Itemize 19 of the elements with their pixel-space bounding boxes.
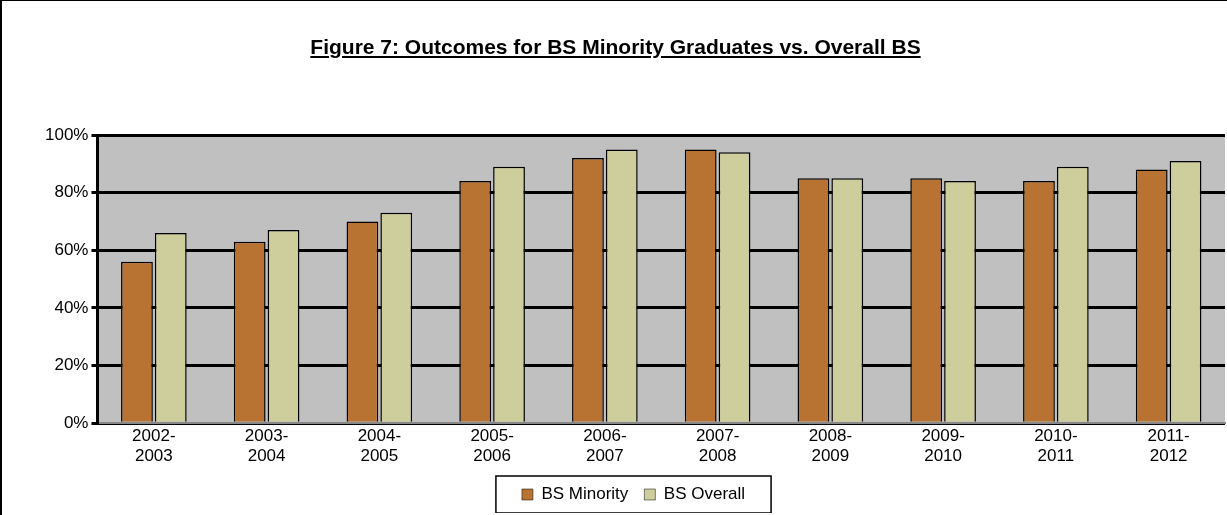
x-tick-label: 2004-2005 <box>357 426 402 466</box>
x-tick-label: 2007-2008 <box>695 426 740 466</box>
legend-label: BS Minority <box>541 484 629 504</box>
x-tick-label: 2008-2009 <box>808 426 853 466</box>
legend-label: BS Overall <box>663 484 746 504</box>
y-tick-label: 100% <box>45 124 89 144</box>
y-tick-label: 0% <box>63 412 89 432</box>
chart-title: Figure 7: Outcomes for BS Minority Graduates vs. Overall BS <box>309 35 922 59</box>
x-tick-label: 2005-2006 <box>470 426 514 466</box>
y-tick-label: 60% <box>54 239 89 259</box>
y-tick-label: 40% <box>54 297 89 317</box>
y-tick-label: 20% <box>54 355 89 375</box>
x-tick-label: 2009-2010 <box>921 426 965 466</box>
x-tick-label: 2010-2011 <box>1034 426 1078 466</box>
y-tick-label: 80% <box>54 182 89 202</box>
x-tick-label: 2002-2003 <box>132 426 176 466</box>
x-tick-label: 2006-2007 <box>583 426 627 466</box>
x-tick-label: 2011-2012 <box>1147 426 1190 466</box>
x-tick-label: 2003-2004 <box>244 426 289 466</box>
